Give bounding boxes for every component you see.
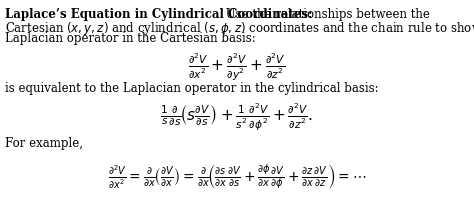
Text: Laplacian operator in the Cartesian basis:: Laplacian operator in the Cartesian basi… bbox=[5, 32, 256, 45]
Text: Laplace’s Equation in Cylindrical Coordinates:: Laplace’s Equation in Cylindrical Coordi… bbox=[5, 8, 312, 21]
Text: For example,: For example, bbox=[5, 137, 83, 150]
Text: is equivalent to the Laplacian operator in the cylindrical basis:: is equivalent to the Laplacian operator … bbox=[5, 82, 379, 95]
Text: $\frac{1}{s}\frac{\partial}{\partial s}\!\left(s\frac{\partial V}{\partial s}\ri: $\frac{1}{s}\frac{\partial}{\partial s}\… bbox=[160, 102, 314, 133]
Text: $\frac{\partial^2 V}{\partial x^2} = \frac{\partial}{\partial x}\!\left(\frac{\p: $\frac{\partial^2 V}{\partial x^2} = \fr… bbox=[108, 162, 366, 191]
Text: $\frac{\partial^2 V}{\partial x^2} + \frac{\partial^2 V}{\partial y^2} + \frac{\: $\frac{\partial^2 V}{\partial x^2} + \fr… bbox=[188, 52, 286, 83]
Text: Cartesian $(x, y, z)$ and cylindrical $(s, \phi, z)$ coordinates and the chain r: Cartesian $(x, y, z)$ and cylindrical $(… bbox=[5, 20, 474, 37]
Text: Use the relationships between the: Use the relationships between the bbox=[222, 8, 430, 21]
